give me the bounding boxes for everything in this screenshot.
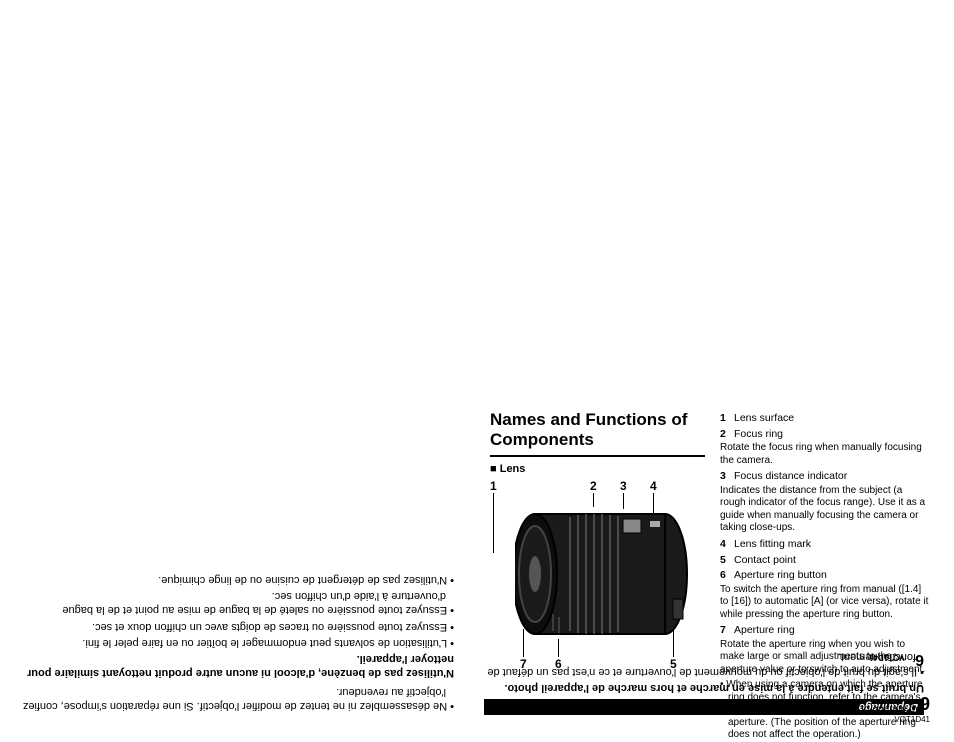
item-5: 5Contact point (720, 554, 930, 568)
callout-1: 1 (490, 479, 497, 493)
callout-3: 3 (620, 479, 627, 493)
item-7: 7Aperture ring (720, 624, 930, 638)
page-title: Names and Functions of Components (490, 410, 705, 451)
item-2-desc: Rotate the focus ring when manually focu… (720, 442, 930, 467)
callout-6: 6 (555, 657, 562, 671)
components-figure-column: Names and Functions of Components ■ Lens… (490, 410, 705, 679)
lens-icon (515, 499, 690, 649)
callout-2: 2 (590, 479, 597, 493)
item-4: 4Lens fitting mark (720, 538, 930, 552)
item-1: 1Lens surface (720, 412, 930, 426)
lens-figure: 1 2 3 4 7 6 5 (490, 479, 700, 679)
page-number: 9 VQT1D41 (894, 694, 930, 724)
item-6-desc: To switch the aperture ring from manual … (720, 584, 930, 622)
components-list-column: 1Lens surface 2Focus ring Rotate the foc… (720, 410, 930, 742)
item-7-desc: Rotate the aperture ring when you wish t… (720, 639, 930, 677)
item-3-desc: Indicates the distance from the subject … (720, 485, 930, 535)
title-rule (490, 455, 705, 457)
lens-subheading: ■ Lens (490, 463, 705, 475)
callout-5: 5 (670, 657, 677, 671)
item-3: 3Focus distance indicator (720, 470, 930, 484)
components-page: Names and Functions of Components ■ Lens… (0, 400, 954, 730)
square-bullet-icon: ■ (490, 463, 497, 475)
item-6: 6Aperture ring button (720, 569, 930, 583)
item-2: 2Focus ring (720, 428, 930, 442)
callout-7: 7 (520, 657, 527, 671)
callout-4: 4 (650, 479, 657, 493)
